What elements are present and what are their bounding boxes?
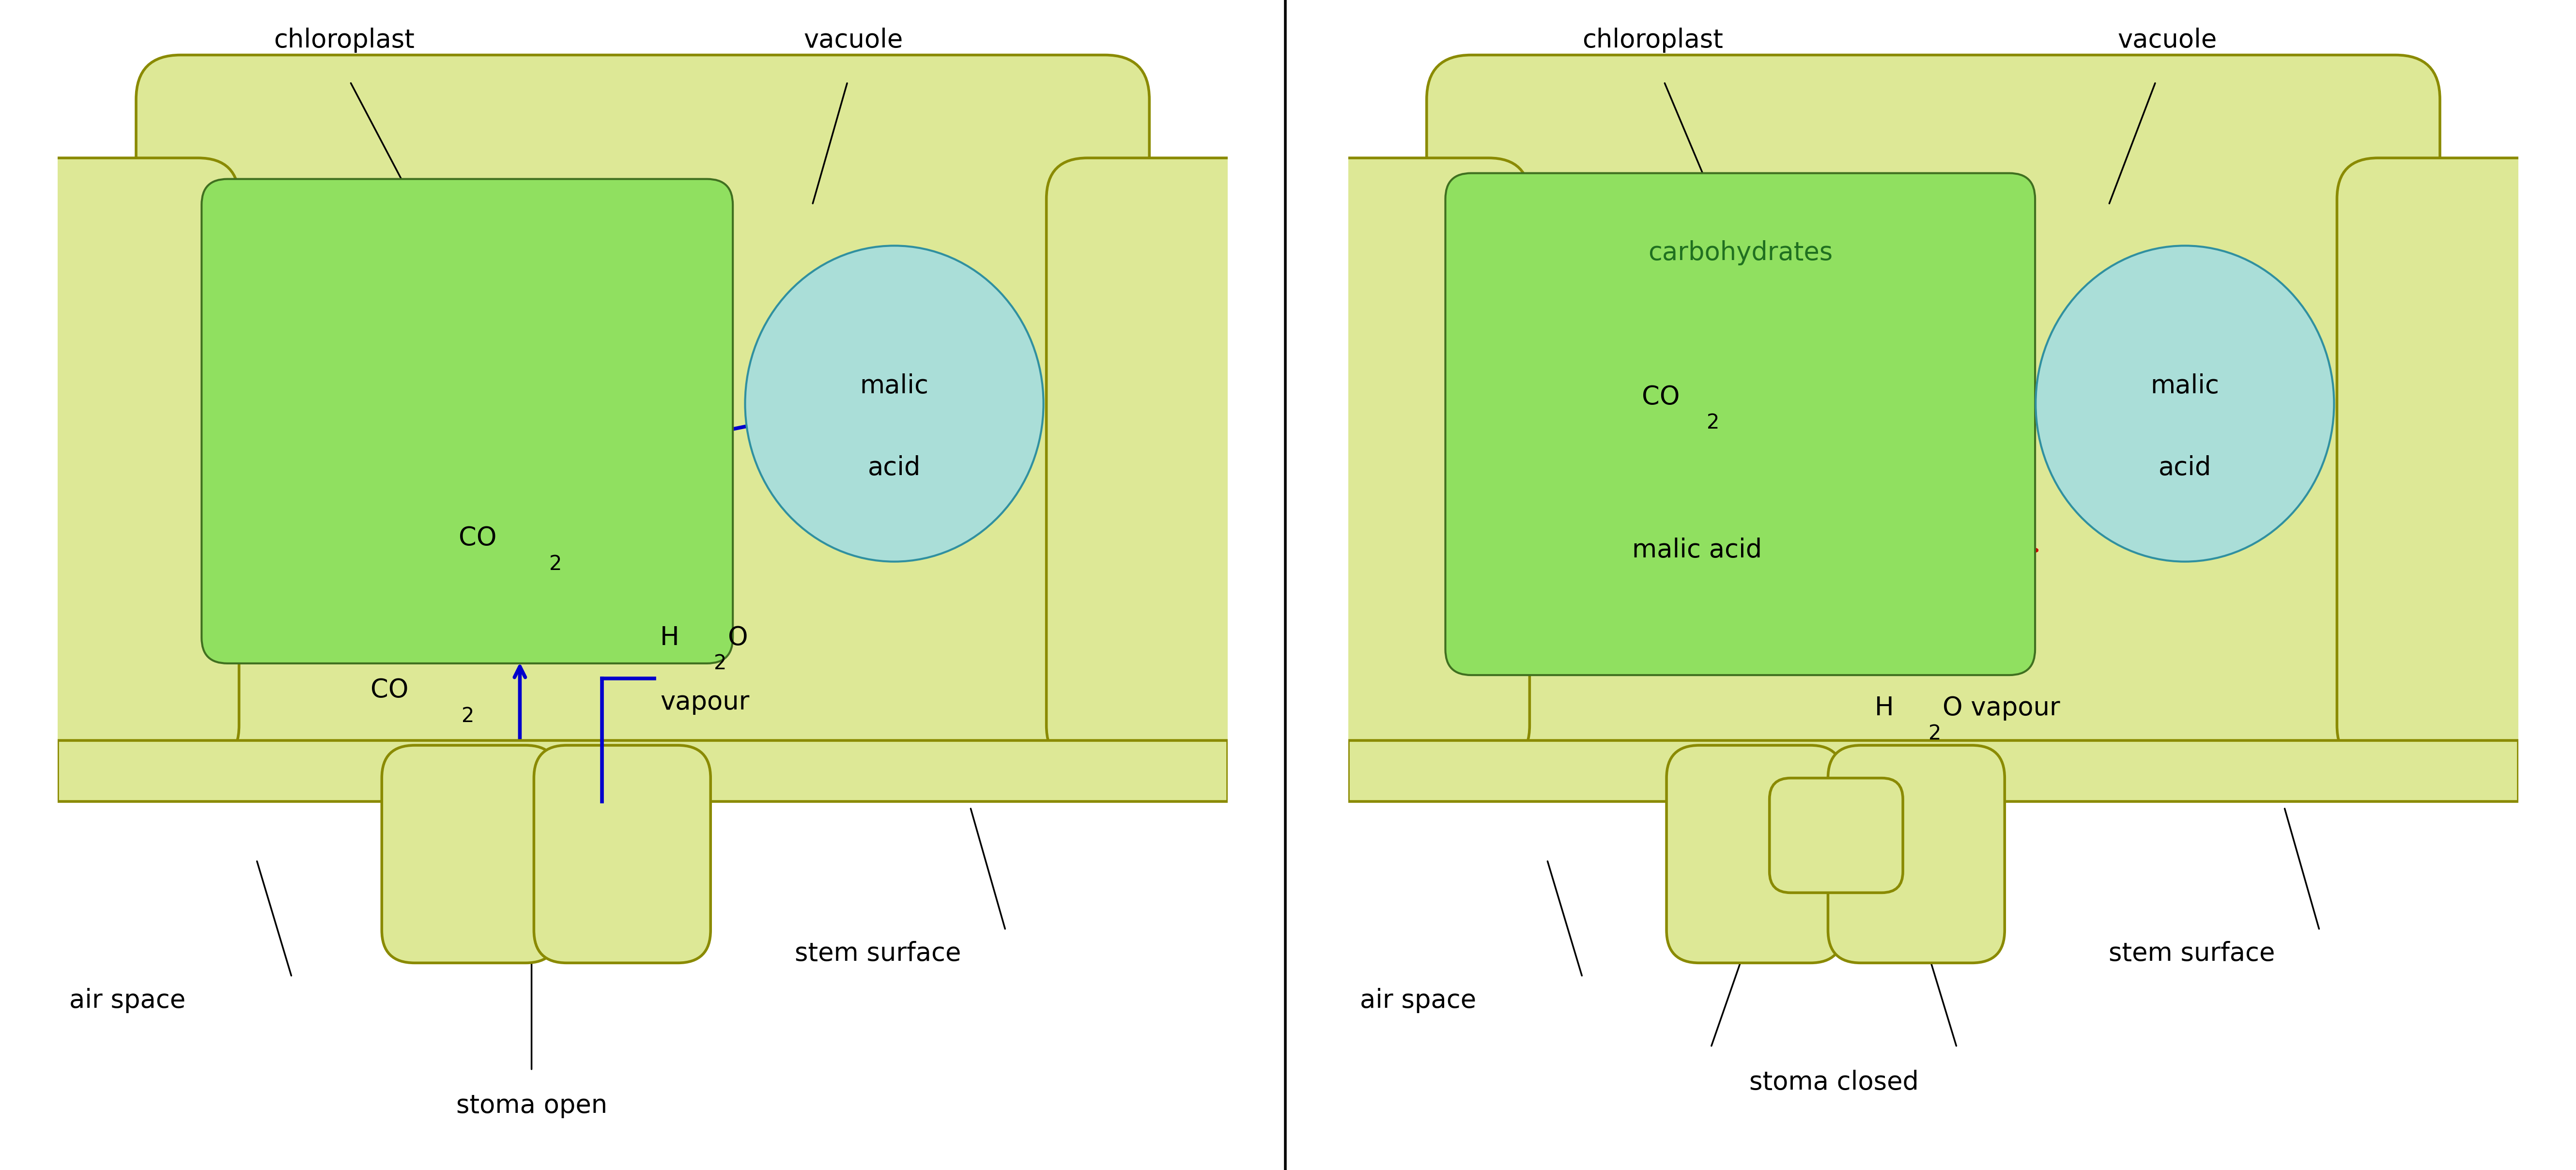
Text: 2: 2 xyxy=(549,553,562,574)
Text: air space: air space xyxy=(1360,987,1476,1013)
Text: CO: CO xyxy=(1641,385,1680,409)
Text: O vapour: O vapour xyxy=(1942,695,2061,721)
Text: 2: 2 xyxy=(1929,723,1942,744)
FancyBboxPatch shape xyxy=(201,179,732,663)
FancyBboxPatch shape xyxy=(0,158,240,766)
Text: 2: 2 xyxy=(714,653,726,674)
Text: stoma open: stoma open xyxy=(456,1093,608,1119)
FancyBboxPatch shape xyxy=(1347,741,2519,801)
Text: malic acid: malic acid xyxy=(1633,538,1762,563)
Text: CO: CO xyxy=(459,525,497,551)
Text: chloroplast: chloroplast xyxy=(273,27,415,53)
FancyBboxPatch shape xyxy=(1829,745,2004,963)
Text: chloroplast: chloroplast xyxy=(1582,27,1723,53)
Text: stoma closed: stoma closed xyxy=(1749,1069,1919,1095)
FancyBboxPatch shape xyxy=(1180,158,1530,766)
FancyBboxPatch shape xyxy=(1770,778,1904,893)
Text: stem surface: stem surface xyxy=(796,941,961,966)
Text: H: H xyxy=(659,625,680,651)
Text: malic: malic xyxy=(2151,373,2221,399)
Text: vacuole: vacuole xyxy=(804,27,904,53)
FancyBboxPatch shape xyxy=(1046,158,1396,766)
Text: air space: air space xyxy=(70,987,185,1013)
Ellipse shape xyxy=(2035,246,2334,562)
Text: malic: malic xyxy=(860,373,930,399)
FancyBboxPatch shape xyxy=(1445,173,2035,675)
Text: acid: acid xyxy=(868,455,920,481)
Ellipse shape xyxy=(744,246,1043,562)
FancyBboxPatch shape xyxy=(1427,55,2439,799)
FancyBboxPatch shape xyxy=(137,55,1149,799)
Text: CO: CO xyxy=(371,677,410,703)
Text: 2: 2 xyxy=(1705,413,1718,433)
Text: vapour: vapour xyxy=(659,689,750,715)
Text: stem surface: stem surface xyxy=(2110,941,2275,966)
Text: 2: 2 xyxy=(461,706,474,727)
Text: carbohydrates: carbohydrates xyxy=(1649,240,1832,266)
FancyBboxPatch shape xyxy=(381,745,559,963)
Text: acid: acid xyxy=(2159,455,2210,481)
Text: H: H xyxy=(1875,695,1893,721)
FancyBboxPatch shape xyxy=(533,745,711,963)
FancyBboxPatch shape xyxy=(57,741,1229,801)
Text: vacuole: vacuole xyxy=(2117,27,2218,53)
Text: O: O xyxy=(729,625,747,651)
FancyBboxPatch shape xyxy=(1667,745,1844,963)
FancyBboxPatch shape xyxy=(2336,158,2576,766)
